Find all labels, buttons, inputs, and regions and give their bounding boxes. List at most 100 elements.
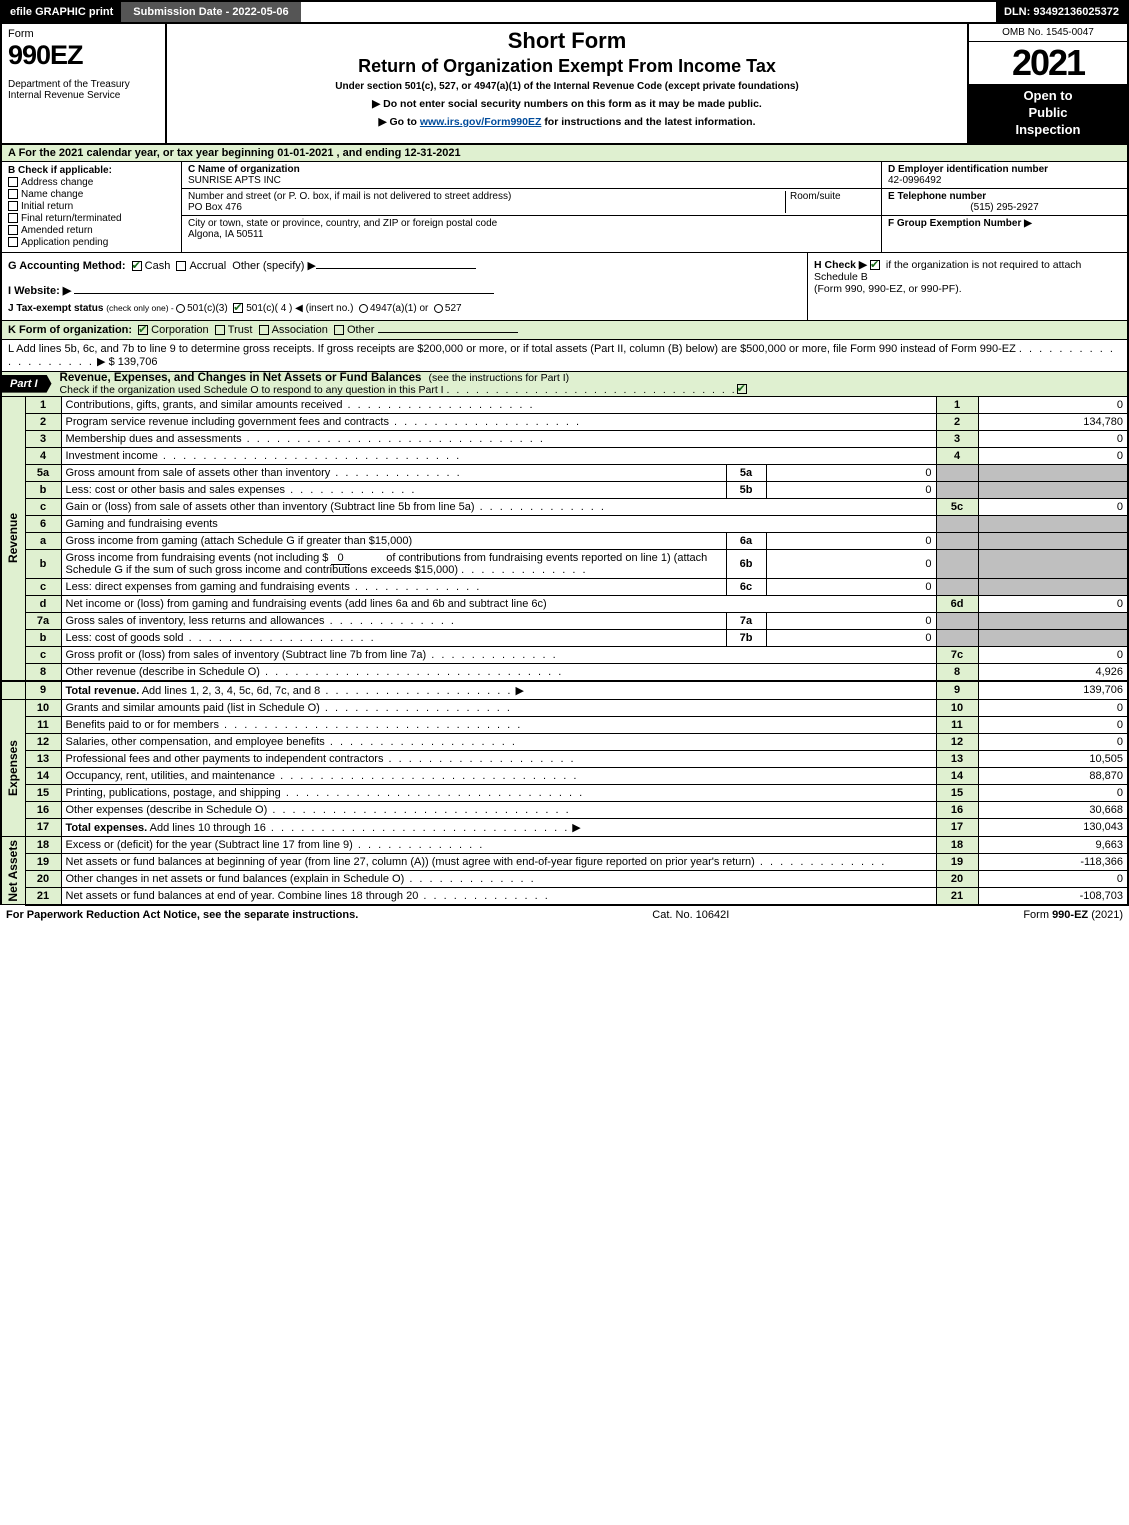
chk-trust[interactable] (215, 325, 225, 335)
desc-6d: Net income or (loss) from gaming and fun… (66, 598, 547, 610)
b-title: B Check if applicable: (8, 165, 175, 176)
chk-initial-return[interactable]: Initial return (8, 201, 175, 212)
rnum-5b-grey (936, 481, 978, 498)
subval-7a: 0 (766, 612, 936, 629)
val-11: 0 (978, 716, 1128, 733)
street-value: PO Box 476 (188, 202, 785, 213)
chk-accrual[interactable] (176, 261, 186, 271)
subnum-7b: 7b (726, 629, 766, 646)
l-text: L Add lines 5b, 6c, and 7b to line 9 to … (8, 343, 1016, 355)
chk-association[interactable] (259, 325, 269, 335)
rnum-7a-grey (936, 612, 978, 629)
rval-6a-grey (978, 532, 1128, 549)
radio-501c3[interactable] (176, 304, 185, 313)
part-1-header: Part I Revenue, Expenses, and Changes in… (0, 372, 1129, 397)
desc-7c: Gross profit or (loss) from sales of inv… (66, 649, 427, 661)
row-a-tax-year: A For the 2021 calendar year, or tax yea… (0, 145, 1129, 162)
footer-right: Form 990-EZ (2021) (1023, 909, 1123, 921)
rval-5b-grey (978, 481, 1128, 498)
desc-1: Contributions, gifts, grants, and simila… (66, 399, 343, 411)
l-value: $ 139,706 (109, 356, 158, 368)
rval-6b-grey (978, 549, 1128, 578)
chk-application-pending[interactable]: Application pending (8, 237, 175, 248)
chk-schedule-b-not-required[interactable] (870, 260, 880, 270)
part-1-title: Revenue, Expenses, and Changes in Net As… (60, 372, 422, 384)
e-label: E Telephone number (888, 191, 1121, 202)
inspect-2: Public (971, 105, 1125, 122)
inspect-3: Inspection (971, 122, 1125, 139)
desc-11: Benefits paid to or for members (66, 719, 219, 731)
rnum-16: 16 (936, 801, 978, 818)
rnum-9: 9 (936, 681, 978, 700)
chk-name-change[interactable]: Name change (8, 189, 175, 200)
chk-other-org[interactable] (334, 325, 344, 335)
rnum-11: 11 (936, 716, 978, 733)
val-14: 88,870 (978, 767, 1128, 784)
section-b: B Check if applicable: Address change Na… (2, 162, 182, 252)
desc-21: Net assets or fund balances at end of ye… (66, 890, 419, 902)
side-tab-net-assets: Net Assets (1, 836, 25, 905)
rnum-19: 19 (936, 853, 978, 870)
part-1-sub: (see the instructions for Part I) (429, 372, 570, 384)
form-id-block: Form 990EZ Department of the Treasury In… (2, 24, 167, 143)
chk-corporation[interactable] (138, 325, 148, 335)
rnum-20: 20 (936, 870, 978, 887)
desc-7a: Gross sales of inventory, less returns a… (66, 615, 325, 627)
val-12: 0 (978, 733, 1128, 750)
lnum-2: 2 (25, 413, 61, 430)
desc-7b: Less: cost of goods sold (66, 632, 184, 644)
lnum-21: 21 (25, 887, 61, 905)
subval-6b: 0 (766, 549, 936, 578)
form-word: Form (8, 28, 34, 40)
website-field[interactable] (74, 293, 494, 294)
efile-print[interactable]: efile GRAPHIC print (2, 2, 121, 22)
val-6d: 0 (978, 595, 1128, 612)
section-c: C Name of organization SUNRISE APTS INC … (182, 162, 882, 252)
val-5c: 0 (978, 498, 1128, 515)
val-8: 4,926 (978, 663, 1128, 681)
val-17: 130,043 (978, 818, 1128, 836)
rnum-7c: 7c (936, 646, 978, 663)
radio-527[interactable] (434, 304, 443, 313)
val-10: 0 (978, 699, 1128, 716)
irs-link[interactable]: www.irs.gov/Form990EZ (420, 116, 542, 128)
lnum-14: 14 (25, 767, 61, 784)
rval-6-grey (978, 515, 1128, 532)
h-block: H Check ▶ if the organization is not req… (807, 253, 1127, 320)
instr-post: for instructions and the latest informat… (544, 116, 755, 128)
side-tab-expenses: Expenses (1, 699, 25, 836)
k-label: K Form of organization: (8, 324, 132, 336)
val-3: 0 (978, 430, 1128, 447)
lnum-5b: b (25, 481, 61, 498)
chk-final-return[interactable]: Final return/terminated (8, 213, 175, 224)
desc-16: Other expenses (describe in Schedule O) (66, 804, 268, 816)
form-year-block: OMB No. 1545-0047 2021 Open to Public In… (967, 24, 1127, 143)
gutter-9 (1, 681, 25, 700)
desc-10: Grants and similar amounts paid (list in… (66, 702, 320, 714)
city-label: City or town, state or province, country… (188, 218, 875, 229)
chk-amended-return[interactable]: Amended return (8, 225, 175, 236)
j-sub: (check only one) - (106, 303, 176, 313)
rnum-21: 21 (936, 887, 978, 905)
desc-8: Other revenue (describe in Schedule O) (66, 666, 260, 678)
l-arrow: ▶ (97, 356, 105, 368)
val-18: 9,663 (978, 836, 1128, 853)
lnum-17: 17 (25, 818, 61, 836)
chk-address-change[interactable]: Address change (8, 177, 175, 188)
desc-6: Gaming and fundraising events (66, 518, 218, 530)
rnum-13: 13 (936, 750, 978, 767)
lnum-20: 20 (25, 870, 61, 887)
chk-schedule-o-used[interactable] (737, 384, 747, 394)
lnum-6c: c (25, 578, 61, 595)
rnum-18: 18 (936, 836, 978, 853)
radio-501c[interactable] (233, 303, 243, 313)
rnum-8: 8 (936, 663, 978, 681)
irs-label: Internal Revenue Service (8, 90, 159, 101)
subval-6c: 0 (766, 578, 936, 595)
section-d-e-f: D Employer identification number 42-0996… (882, 162, 1127, 252)
subnum-6a: 6a (726, 532, 766, 549)
chk-cash[interactable] (132, 261, 142, 271)
radio-4947[interactable] (359, 304, 368, 313)
desc-15: Printing, publications, postage, and shi… (66, 787, 281, 799)
open-to-public: Open to Public Inspection (969, 84, 1127, 143)
